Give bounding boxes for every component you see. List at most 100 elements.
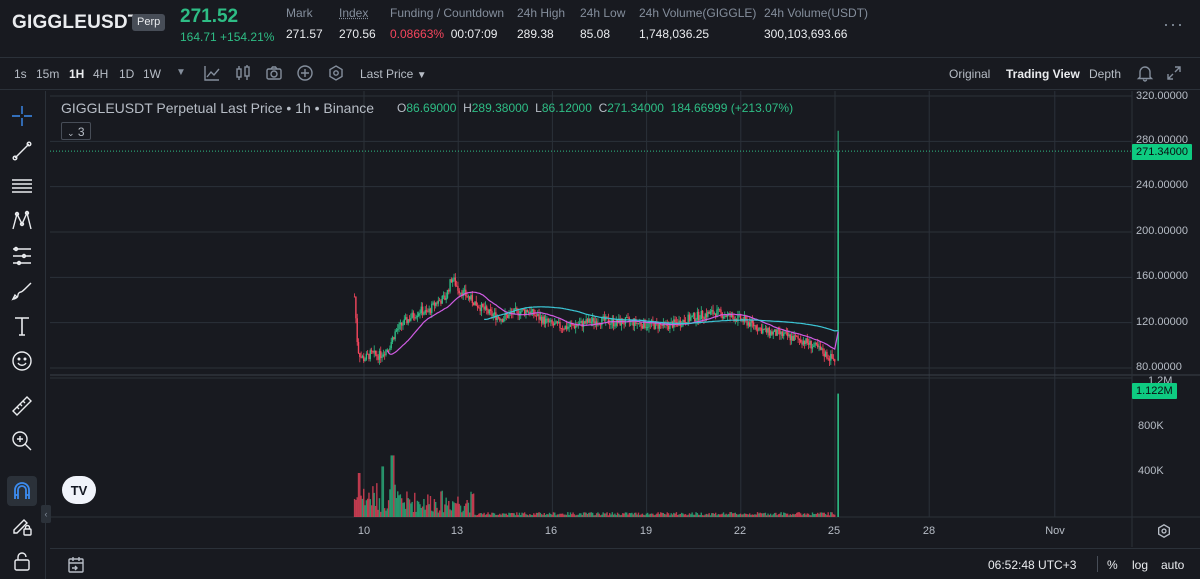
view-original[interactable]: Original (949, 67, 991, 81)
volume-bar (618, 513, 620, 517)
brush-tool[interactable] (7, 276, 37, 306)
volume-bar (822, 512, 824, 517)
horizontal-lines-tool[interactable] (7, 171, 37, 201)
add-indicator-icon[interactable] (296, 64, 314, 82)
stat-label[interactable]: Index (339, 6, 369, 20)
volume-bar (436, 507, 438, 517)
candle-body (453, 277, 455, 280)
volume-bar (793, 514, 795, 517)
candle-body (687, 314, 689, 324)
view-trading-view[interactable]: Trading View (1006, 67, 1080, 81)
volume-bar (365, 500, 368, 517)
pencil-lock-tool[interactable] (7, 511, 37, 541)
volume-bar (513, 513, 515, 517)
candle-body (574, 325, 577, 329)
lock-tool[interactable] (7, 546, 37, 576)
collapse-arrow-icon[interactable]: ‹ (41, 505, 51, 523)
magnet-icon (14, 482, 30, 499)
candle-body (444, 295, 446, 300)
volume-bar (391, 455, 394, 517)
indicator-chart-icon[interactable] (203, 64, 221, 82)
crosshair-tool[interactable] (7, 101, 37, 131)
volume-bar (441, 490, 443, 517)
volume-bar (714, 512, 717, 517)
candle-body (783, 333, 785, 336)
price-type-select[interactable]: Last Price ▼ (360, 67, 427, 81)
timeframe-1s[interactable]: 1s (14, 67, 27, 81)
x-axis-label: Nov (1045, 525, 1065, 537)
price-chart[interactable]: GIGGLEUSDT Perpetual Last Price • 1h • B… (50, 90, 1200, 547)
emoji-tool[interactable] (7, 346, 37, 376)
candle-body (368, 353, 370, 360)
auto-scale-button[interactable]: auto (1161, 558, 1185, 572)
candle-body (767, 327, 769, 333)
volume-bar (620, 514, 623, 517)
chart-settings-icon[interactable] (1156, 523, 1172, 542)
calendar-icon[interactable] (67, 556, 85, 579)
settings-hex-icon[interactable] (327, 64, 345, 82)
candle-body (531, 309, 534, 312)
timeframe-dropdown-icon[interactable]: ▼ (176, 67, 186, 78)
volume-bar (484, 514, 487, 517)
log-scale-button[interactable]: log (1132, 558, 1149, 572)
volume-bar (619, 515, 621, 517)
volume-bar (626, 512, 628, 517)
trend-line-tool[interactable] (7, 136, 37, 166)
timeframe-1w[interactable]: 1W (143, 67, 161, 81)
candle-body (489, 309, 492, 311)
volume-bar (356, 497, 358, 517)
volume-bar (601, 514, 603, 517)
candle-body (455, 285, 458, 287)
timeframe-4h[interactable]: 4H (93, 67, 109, 81)
zoom-in-tool[interactable] (7, 426, 37, 456)
volume-bar (543, 513, 545, 517)
candle-body (459, 292, 462, 294)
pattern-tool[interactable] (7, 206, 37, 236)
candle-body (801, 342, 803, 345)
candle-body (614, 325, 616, 327)
volume-bar (564, 514, 566, 517)
volume-bar (801, 515, 803, 517)
volume-bar (654, 514, 657, 517)
stat-index[interactable]: Index 270.56 (339, 6, 376, 41)
volume-bar (449, 509, 451, 517)
candle-body (410, 318, 412, 321)
more-icon[interactable]: ··· (1163, 14, 1184, 34)
candle-body (461, 292, 463, 297)
indicator-toggle[interactable]: ⌄ 3 (61, 122, 91, 140)
view-depth[interactable]: Depth (1089, 67, 1122, 81)
ruler-tool[interactable] (7, 391, 37, 421)
candle-body (408, 319, 411, 321)
candle-type-icon[interactable] (234, 64, 252, 82)
volume-bar (700, 512, 702, 517)
stat-funding: Funding / Countdown 0.08663% 00:07:09 (390, 6, 504, 41)
volume-bar (784, 512, 786, 517)
timeframe-15m[interactable]: 15m (36, 67, 60, 81)
fib-tool[interactable] (7, 241, 37, 271)
candle-body (717, 308, 719, 310)
volume-bar (586, 513, 589, 517)
volume-bar (584, 512, 586, 517)
candle-body (382, 354, 385, 357)
magnet-tool[interactable] (7, 476, 37, 506)
volume-bar (500, 514, 502, 517)
timeframe-1h[interactable]: 1H (69, 67, 85, 81)
candle-body (648, 322, 650, 328)
volume-bar (445, 497, 447, 517)
volume-bar (454, 503, 457, 517)
volume-bar (565, 514, 568, 517)
volume-bar (677, 514, 679, 517)
chart-canvas[interactable] (50, 91, 1200, 547)
tradingview-logo[interactable]: TV (62, 476, 96, 504)
utc-time[interactable]: 06:52:48 UTC+3 (988, 558, 1077, 572)
timeframe-1d[interactable]: 1D (119, 67, 135, 81)
percent-scale-button[interactable]: % (1107, 558, 1118, 572)
symbol-name[interactable]: GIGGLEUSDT (12, 12, 140, 33)
volume-bar (701, 515, 704, 517)
text-tool[interactable] (7, 311, 37, 341)
camera-icon[interactable] (265, 64, 283, 82)
candle-body (597, 323, 599, 326)
bell-icon[interactable] (1136, 64, 1154, 82)
fullscreen-icon[interactable] (1165, 64, 1183, 82)
candle-body (546, 318, 548, 320)
